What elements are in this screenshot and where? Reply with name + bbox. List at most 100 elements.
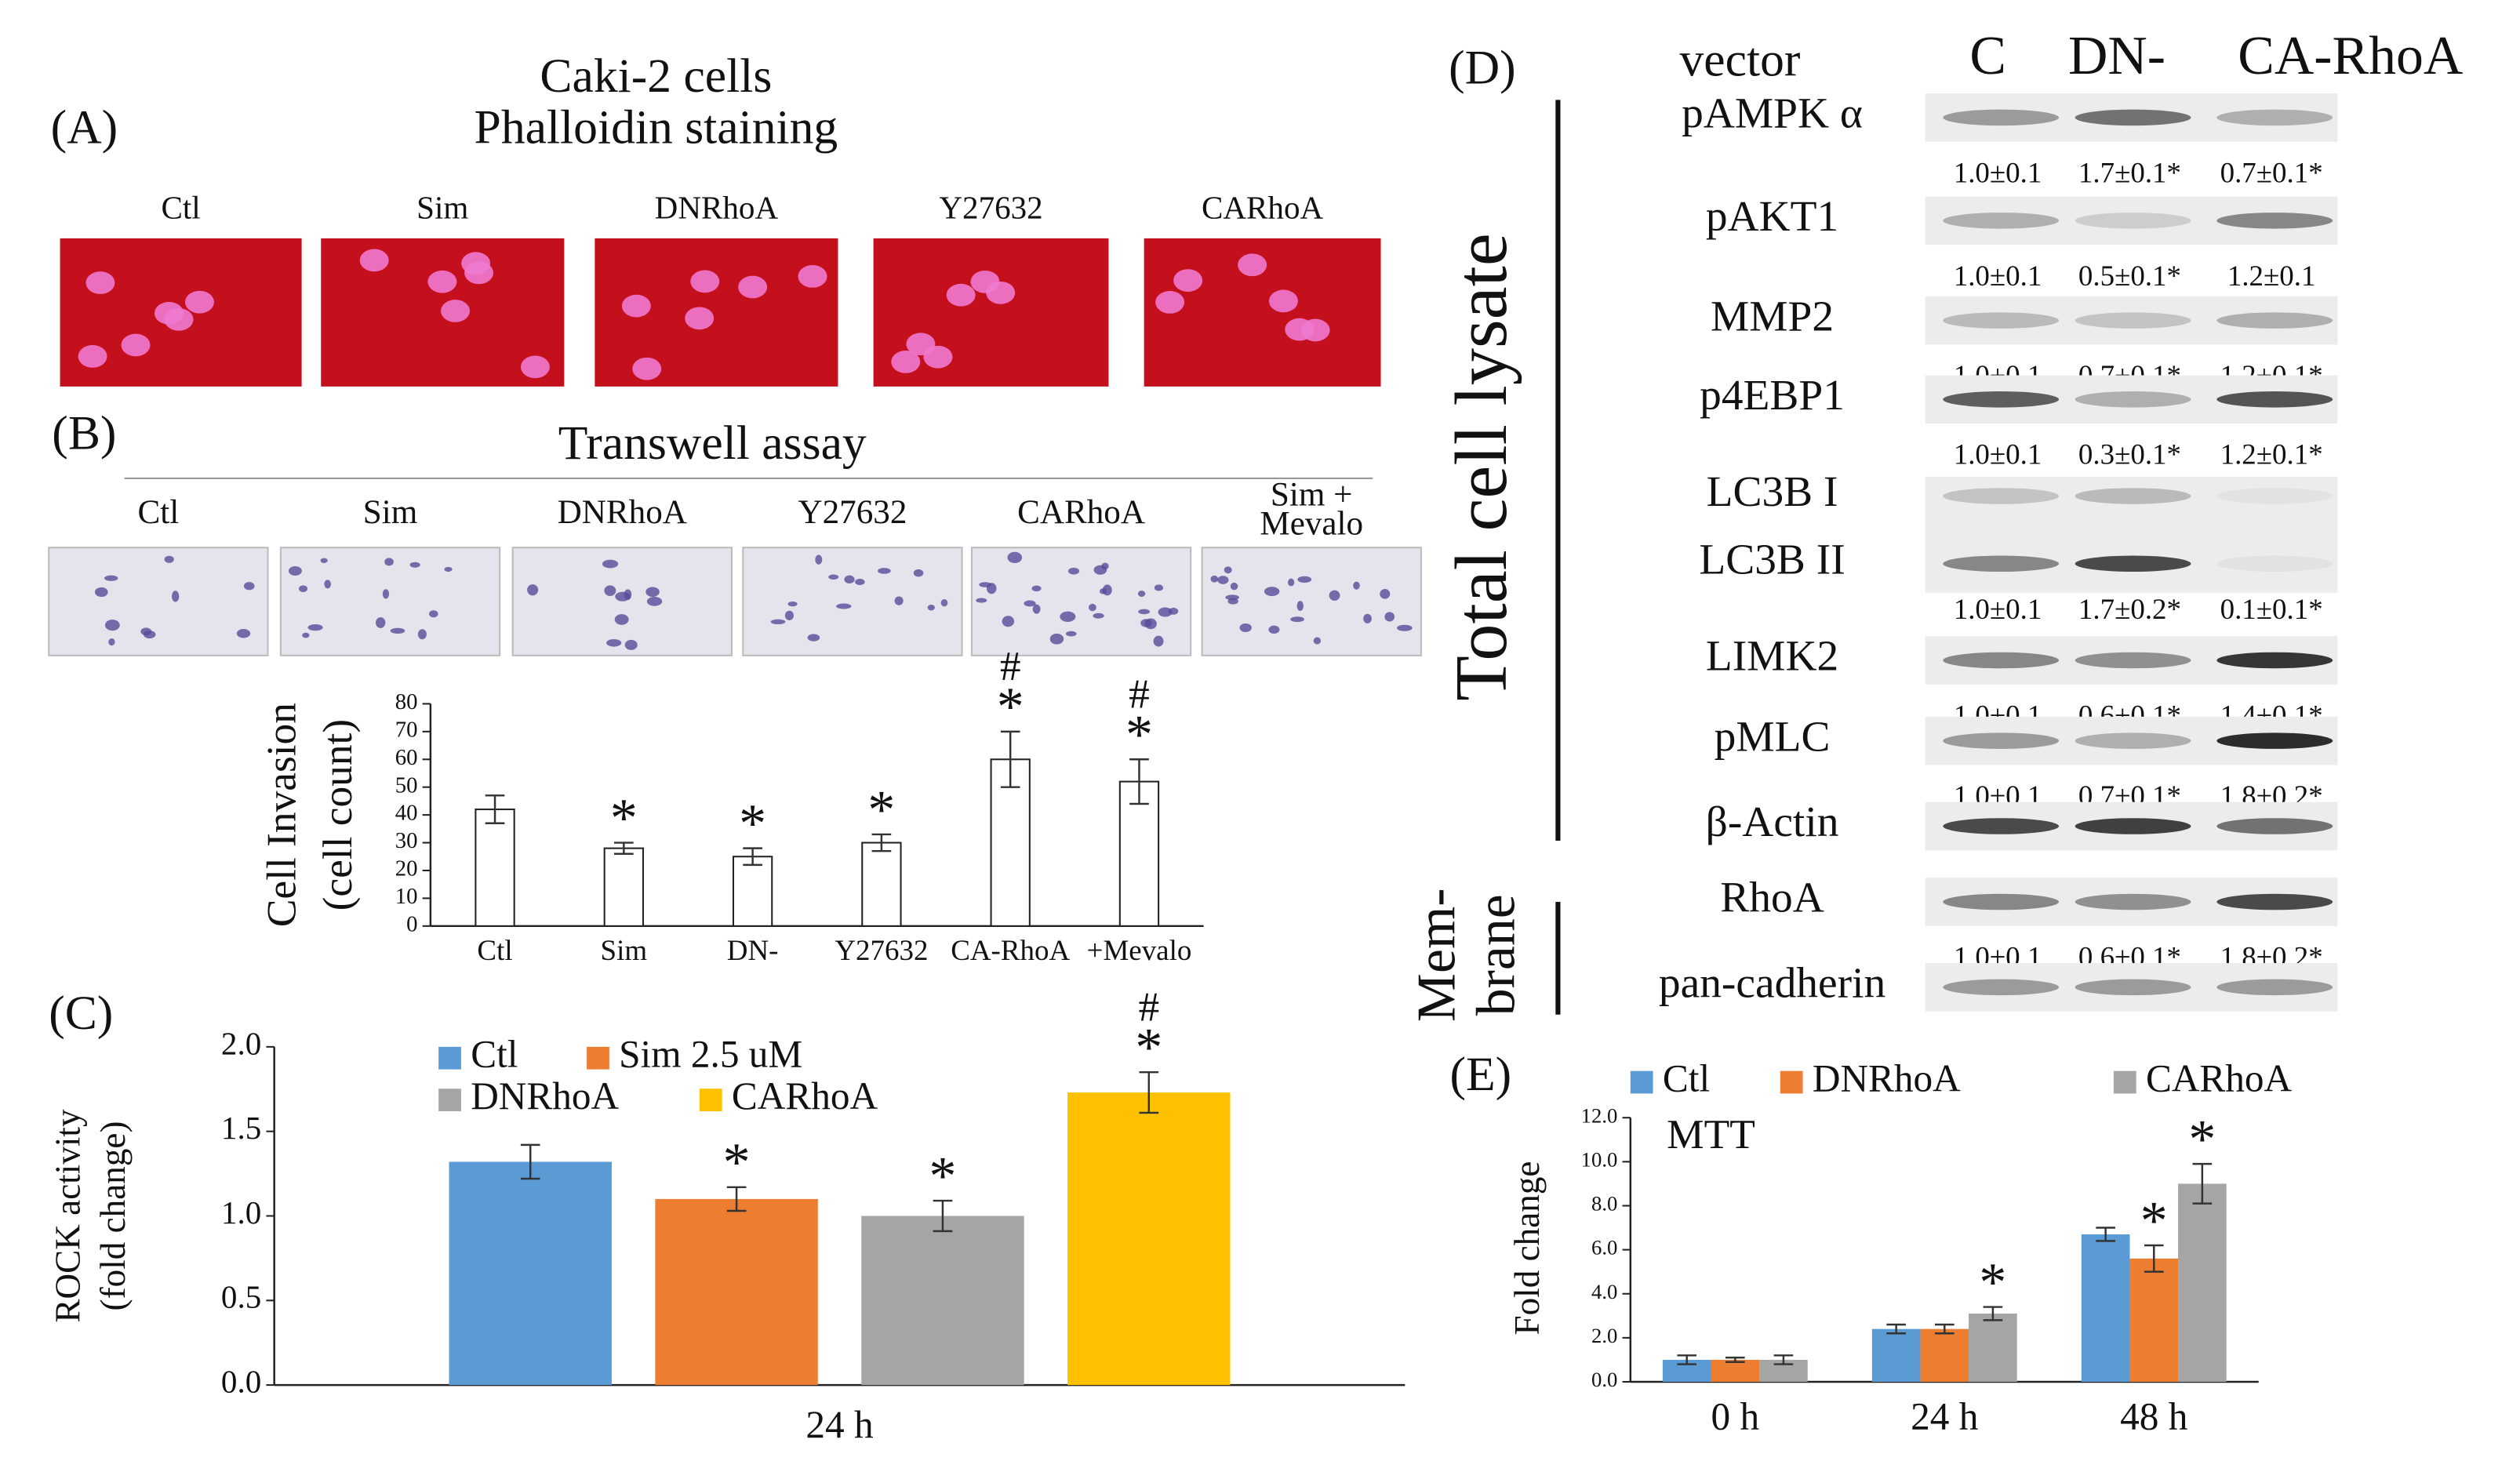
panel-title: Phalloidin staining [475, 101, 838, 154]
nucleus [1268, 289, 1298, 313]
cell [1137, 591, 1146, 598]
significance: * [2140, 1190, 2168, 1251]
band [2075, 652, 2191, 669]
cell [1031, 585, 1042, 592]
cell [976, 598, 987, 603]
cell [1225, 594, 1239, 601]
legend-swatch [1780, 1070, 1803, 1094]
image-label: Ctl [161, 189, 200, 225]
quantification: 1.0±0.1 [1954, 156, 2042, 188]
band [1943, 391, 2060, 408]
band [2216, 213, 2333, 229]
x-tick-label: 24 h [805, 1403, 873, 1446]
band [1943, 818, 2060, 834]
significance: * [1125, 705, 1153, 765]
quantification: 1.7±0.1* [2078, 156, 2181, 188]
group-label: Mem- [1407, 888, 1467, 1022]
column-header: CA-RhoA [2238, 26, 2463, 86]
band [2075, 213, 2191, 229]
significance: * [997, 677, 1024, 737]
legend-label: DNRhoA [1813, 1056, 1961, 1099]
nucleus [632, 357, 662, 380]
cell [1288, 578, 1295, 587]
cell [646, 597, 663, 606]
blot-label: RhoA [1720, 874, 1824, 921]
image-label: Y27632 [939, 189, 1042, 225]
y-tick-label: 0.0 [1591, 1368, 1617, 1391]
cell [913, 569, 924, 577]
nucleus [690, 270, 720, 293]
cell [1065, 631, 1077, 637]
cell [143, 631, 156, 639]
cell [894, 596, 904, 605]
image-label: DNRhoA [558, 494, 687, 531]
transwell-image [511, 547, 733, 656]
legend-label: CARhoA [732, 1074, 878, 1118]
blot-label: pAMPK α [1682, 89, 1863, 137]
legend-swatch [438, 1046, 461, 1070]
error-bar [1129, 758, 1149, 805]
cell [807, 634, 820, 642]
nucleus [798, 265, 827, 288]
cell [1093, 612, 1104, 619]
cell [299, 585, 308, 593]
band [2075, 818, 2191, 834]
band [2216, 818, 2333, 834]
legend-label: CARhoA [2146, 1056, 2293, 1099]
band [1943, 732, 2060, 749]
significance: * [867, 780, 895, 840]
cell [979, 582, 992, 587]
y-tick-label: 40 [395, 801, 418, 826]
legend-swatch [699, 1089, 722, 1111]
cell [236, 629, 251, 638]
x-tick-label: Ctl [477, 934, 512, 966]
cell [164, 555, 174, 563]
bar [2081, 1234, 2130, 1382]
error-bar [1725, 1356, 1745, 1363]
error-bar [1139, 1070, 1159, 1114]
error-bar [1934, 1323, 1955, 1335]
band [2216, 732, 2333, 749]
error-bar [520, 1143, 540, 1180]
cell [878, 568, 891, 574]
cell [614, 614, 629, 625]
nucleus [78, 345, 107, 368]
y-tick-label: 6.0 [1591, 1236, 1617, 1259]
image-label: Sim [416, 189, 468, 225]
nucleus [85, 271, 115, 294]
error-bar [933, 1199, 953, 1233]
band [2075, 893, 2191, 910]
significance: * [610, 788, 638, 849]
nucleus [946, 283, 976, 307]
cell [1093, 565, 1107, 575]
band [1943, 488, 2060, 504]
band [1943, 652, 2060, 669]
cell [1144, 618, 1157, 630]
cell [1002, 616, 1015, 627]
significance: * [929, 1146, 956, 1206]
transwell-image [970, 547, 1192, 656]
cell [324, 580, 331, 589]
nucleus [1173, 269, 1203, 292]
nucleus [891, 351, 921, 373]
error-bar [614, 841, 634, 855]
panel-title: Caki-2 cells [540, 49, 772, 103]
legend-swatch [1630, 1070, 1653, 1094]
cell [444, 566, 453, 572]
band [2075, 109, 2191, 126]
cell [1353, 581, 1360, 590]
cell [1007, 551, 1023, 564]
cell [1363, 613, 1372, 623]
band [2216, 312, 2333, 329]
cell [527, 584, 539, 596]
panel-title: Transwell assay [558, 416, 867, 470]
x-tick-label: CA-RhoA [951, 934, 1070, 966]
cell [927, 605, 935, 611]
cell [108, 638, 115, 646]
nucleus [184, 290, 214, 314]
column-header: C [1969, 26, 2006, 86]
band [2216, 652, 2333, 669]
significance: * [723, 1132, 751, 1193]
nucleus [923, 345, 953, 369]
x-tick-label: 0 h [1711, 1395, 1760, 1438]
